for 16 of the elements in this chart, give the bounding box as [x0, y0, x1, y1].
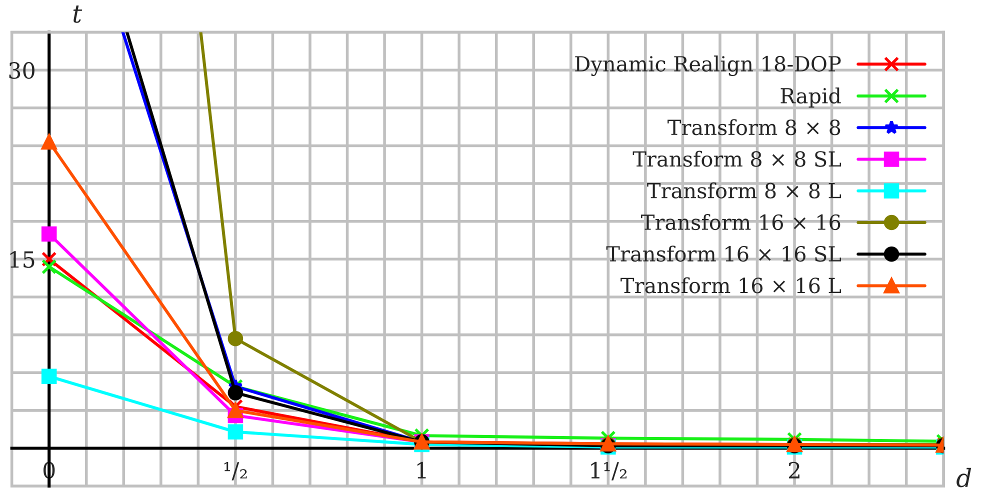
legend-label: Rapid — [780, 87, 841, 108]
x-tick-label: ¹/₂ — [224, 462, 247, 480]
y-tick-label: 15 — [10, 251, 34, 268]
y-tick-label: 30 — [9, 62, 34, 79]
x-tick-label: 1¹/₂ — [591, 462, 626, 480]
x-tick-label: 2 — [788, 462, 800, 478]
legend-label: Transform 8 × 8 L — [647, 182, 842, 198]
legend-label: Transform 8 × 8 SL — [632, 150, 842, 167]
legend-label: Transform 16 × 16 SL — [606, 246, 842, 262]
x-axis-title: d — [956, 468, 972, 488]
legend-label: Transform 16 × 16 L — [620, 277, 842, 294]
legend-label: Dynamic Realign 18-DOP — [575, 56, 841, 76]
legend-label: Transform 16 × 16 — [641, 214, 840, 230]
x-tick-label: 1 — [417, 462, 426, 478]
legend-label: Transform 8 × 8 — [668, 119, 840, 136]
y-axis-title: t — [73, 6, 82, 23]
